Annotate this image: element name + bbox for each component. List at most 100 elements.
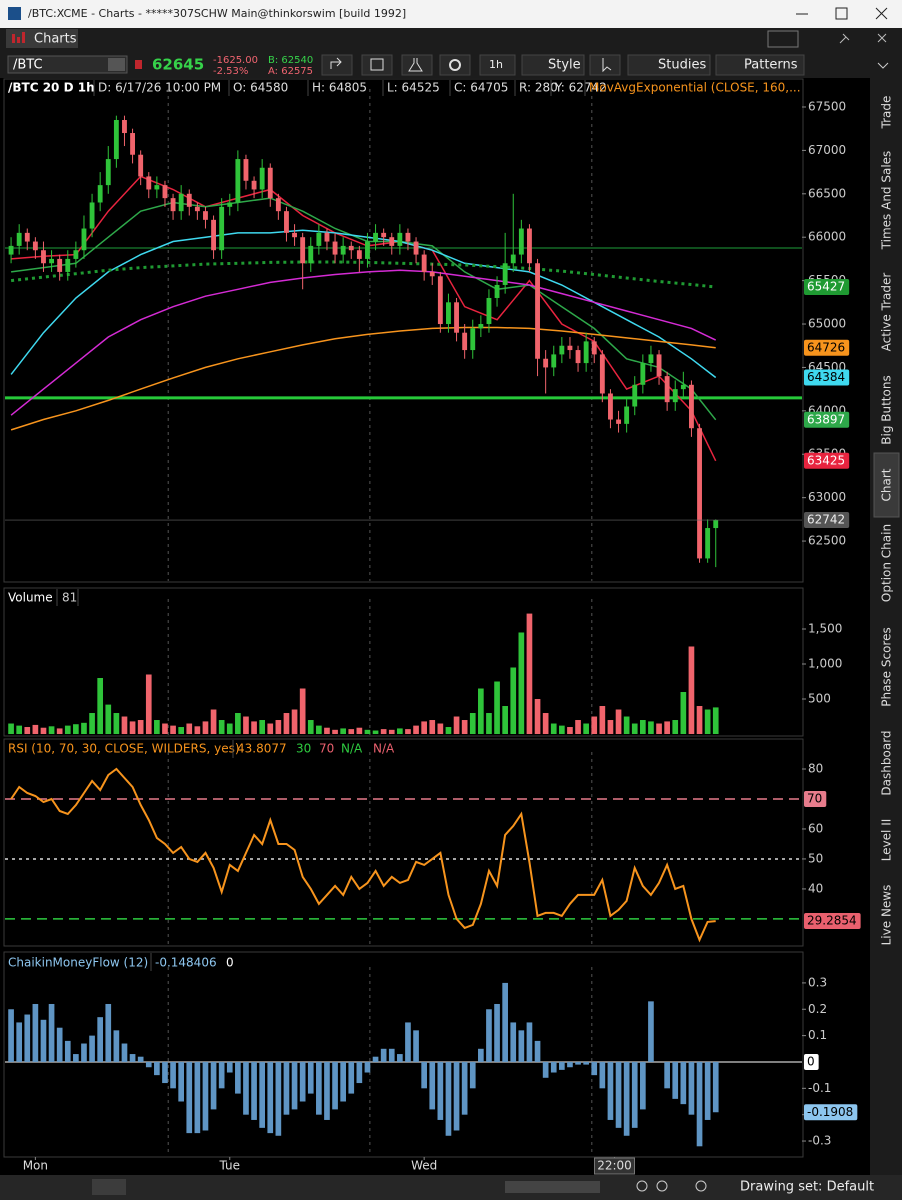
bar [631, 1061, 638, 1128]
price-badge-label: 63425 [807, 453, 845, 467]
candle-body [624, 406, 630, 424]
bar [137, 1056, 144, 1062]
price-badge [804, 339, 850, 356]
bar [316, 1061, 322, 1115]
share-button[interactable] [321, 54, 353, 76]
tab-row [0, 28, 902, 50]
zoom-in[interactable] [656, 1180, 668, 1192]
candle-body [113, 120, 119, 160]
rsi-title: RSI (10, 70, 30, CLOSE, WILDERS, yes) [8, 742, 240, 756]
candle-body [130, 133, 135, 155]
candle-body [616, 419, 621, 424]
bar [186, 1061, 193, 1134]
side-tab[interactable]: Trade [880, 96, 894, 130]
style-button[interactable] [521, 54, 585, 76]
side-tab[interactable]: Live News [880, 885, 894, 946]
pin-button[interactable] [839, 33, 850, 44]
candle-body [608, 393, 613, 420]
scroll-thumb[interactable] [505, 1181, 600, 1193]
bar [445, 727, 452, 735]
side-tab[interactable]: Big Buttons [880, 375, 894, 444]
side-tab[interactable]: Active Trader [880, 273, 894, 352]
bar [712, 707, 719, 735]
symbol-box[interactable] [7, 55, 128, 74]
bar [348, 729, 355, 735]
close-button[interactable] [875, 7, 888, 20]
bar [64, 725, 71, 735]
toolbar-dropdown[interactable] [877, 62, 889, 69]
candle-body [672, 389, 678, 403]
bar [380, 729, 387, 735]
candle-body [583, 341, 589, 364]
side-tab[interactable]: Phase Scores [880, 627, 894, 707]
series-line [10, 767, 716, 943]
status-icon [135, 60, 142, 69]
bar [526, 613, 533, 735]
readout: H: 64805 [312, 81, 367, 95]
candle-body [16, 232, 22, 246]
drawing-set[interactable]: Drawing set: Default [740, 1180, 874, 1195]
patterns-button[interactable] [715, 54, 805, 76]
bar [542, 713, 549, 735]
net-change: -1625.00 [213, 55, 258, 66]
candle-body [510, 254, 516, 264]
candle-body [89, 202, 95, 229]
side-tab[interactable]: Chart [880, 468, 894, 501]
bar [243, 1061, 249, 1115]
study-label: MovAvgExponential (CLOSE, 160,... [589, 81, 801, 95]
bar [372, 730, 379, 735]
y-tick-label: 62500 [808, 534, 846, 548]
bar [105, 704, 112, 735]
layout-button[interactable] [767, 30, 799, 48]
grid-button[interactable] [361, 54, 393, 76]
y-tick-label: 67500 [808, 99, 846, 113]
rsi-panel [3, 738, 804, 947]
tab-icon [17, 37, 20, 43]
bar [364, 729, 371, 735]
price-badge [804, 411, 850, 428]
y-tick-label: 66500 [808, 186, 846, 200]
candle-body [705, 528, 711, 559]
bar [186, 723, 193, 735]
y-tick-label: 80 [808, 761, 823, 775]
bar [16, 1022, 23, 1062]
price-badge [804, 512, 850, 529]
side-tab[interactable]: Level II [880, 819, 894, 862]
symbol[interactable]: /BTC [13, 58, 43, 73]
studies-button[interactable] [627, 54, 711, 76]
bar [591, 716, 598, 735]
maximize-button[interactable] [835, 7, 848, 20]
studies-label[interactable]: Studies [658, 58, 706, 73]
bar [81, 722, 87, 735]
patterns-label[interactable]: Patterns [744, 58, 798, 73]
tab-label[interactable]: Charts [34, 32, 77, 47]
candle-body [640, 363, 646, 385]
scroll-left[interactable] [92, 1179, 126, 1195]
crosshair-button[interactable] [695, 1180, 707, 1192]
bar [48, 726, 55, 735]
close-tab-button[interactable] [877, 33, 887, 43]
bar [583, 723, 589, 735]
timeframe-button[interactable] [479, 54, 516, 76]
bar [226, 723, 233, 735]
bar [162, 723, 168, 735]
y-tick-label: 0.2 [808, 1002, 827, 1016]
cursor-button[interactable] [589, 54, 621, 76]
side-tab[interactable]: Dashboard [880, 730, 894, 795]
timeframe-label[interactable]: 1h [489, 58, 503, 71]
y-tick-label: 1,000 [808, 656, 842, 670]
bar [656, 723, 662, 735]
style-label[interactable]: Style [548, 58, 581, 73]
bar [688, 646, 695, 735]
readout: Y: 62742 [554, 81, 607, 95]
price-badge-label: 65427 [807, 279, 845, 293]
side-tab[interactable]: Option Chain [880, 524, 894, 602]
price-badge-label: 62742 [807, 513, 845, 527]
side-tab[interactable]: Times And Sales [880, 151, 894, 251]
bar [324, 727, 330, 735]
symbol-dropdown[interactable] [108, 58, 125, 71]
x-cursor-box [593, 1157, 635, 1175]
settings-button[interactable] [439, 54, 471, 76]
zoom-out[interactable] [636, 1180, 648, 1192]
